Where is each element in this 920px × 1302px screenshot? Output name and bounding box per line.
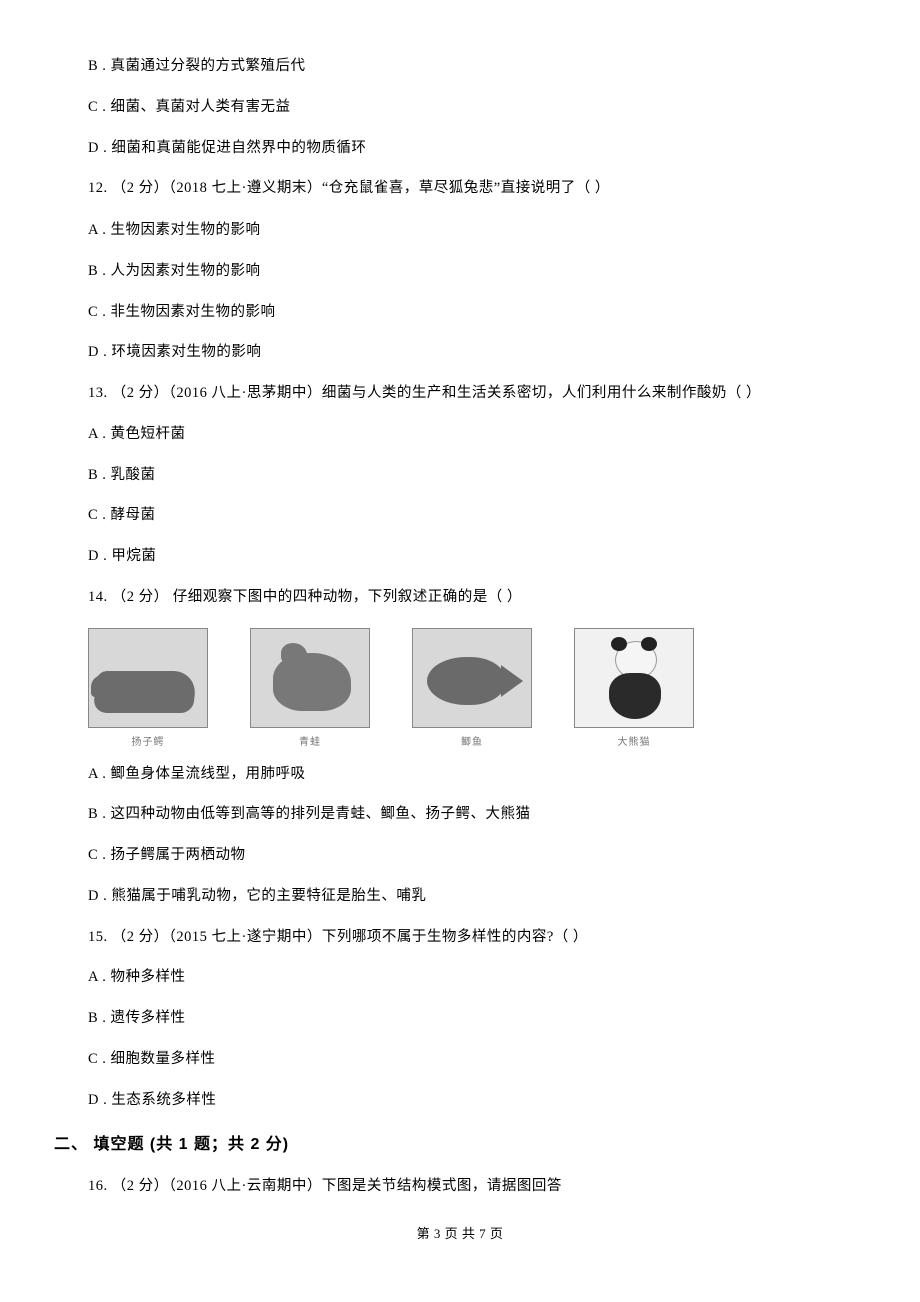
q13-opt-c: C . 酵母菌 xyxy=(88,505,832,527)
page-footer: 第 3 页 共 7 页 xyxy=(0,1223,920,1242)
q12-opt-c: C . 非生物因素对生物的影响 xyxy=(88,302,832,324)
crocodile-image xyxy=(88,628,208,728)
q14-img-panda: 大熊猫 xyxy=(574,628,694,748)
q15-stem: 15. （2 分）（2015 七上·遂宁期中）下列哪项不属于生物多样性的内容?（… xyxy=(88,927,832,949)
q14-img-label-2: 鲫鱼 xyxy=(461,733,483,748)
q14-img-label-3: 大熊猫 xyxy=(618,733,651,748)
q15-opt-b: B . 遗传多样性 xyxy=(88,1008,832,1030)
q14-img-croc: 扬子鳄 xyxy=(88,628,208,748)
q11-opt-d: D . 细菌和真菌能促进自然界中的物质循环 xyxy=(88,138,832,160)
q13-opt-a: A . 黄色短杆菌 xyxy=(88,424,832,446)
q13-stem: 13. （2 分）（2016 八上·思茅期中）细菌与人类的生产和生活关系密切，人… xyxy=(88,383,832,405)
q12-stem: 12. （2 分）（2018 七上·遵义期末）“仓充鼠雀喜，草尽狐兔悲”直接说明… xyxy=(88,178,832,200)
q15-opt-d: D . 生态系统多样性 xyxy=(88,1090,832,1112)
q16-stem: 16. （2 分）（2016 八上·云南期中）下图是关节结构模式图，请据图回答 xyxy=(88,1176,832,1198)
q14-img-label-1: 青蛙 xyxy=(299,733,321,748)
q12-opt-b: B . 人为因素对生物的影响 xyxy=(88,261,832,283)
frog-image xyxy=(250,628,370,728)
q14-opt-a: A . 鲫鱼身体呈流线型，用肺呼吸 xyxy=(88,764,832,786)
q13-opt-b: B . 乳酸菌 xyxy=(88,465,832,487)
q11-opt-c: C . 细菌、真菌对人类有害无益 xyxy=(88,97,832,119)
q14-image-row: 扬子鳄 青蛙 鲫鱼 大熊猫 xyxy=(88,628,832,748)
q14-img-fish: 鲫鱼 xyxy=(412,628,532,748)
q14-opt-c: C . 扬子鳄属于两栖动物 xyxy=(88,845,832,867)
q15-opt-a: A . 物种多样性 xyxy=(88,967,832,989)
section-2-heading: 二、 填空题 (共 1 题；共 2 分) xyxy=(54,1130,832,1154)
q12-opt-a: A . 生物因素对生物的影响 xyxy=(88,220,832,242)
q12-opt-d: D . 环境因素对生物的影响 xyxy=(88,342,832,364)
q11-opt-b: B . 真菌通过分裂的方式繁殖后代 xyxy=(88,56,832,78)
q14-img-frog: 青蛙 xyxy=(250,628,370,748)
q14-img-label-0: 扬子鳄 xyxy=(132,733,165,748)
q14-opt-b: B . 这四种动物由低等到高等的排列是青蛙、鲫鱼、扬子鳄、大熊猫 xyxy=(88,804,832,826)
panda-image xyxy=(574,628,694,728)
fish-image xyxy=(412,628,532,728)
q15-opt-c: C . 细胞数量多样性 xyxy=(88,1049,832,1071)
q14-opt-d: D . 熊猫属于哺乳动物，它的主要特征是胎生、哺乳 xyxy=(88,886,832,908)
q13-opt-d: D . 甲烷菌 xyxy=(88,546,832,568)
q14-stem: 14. （2 分） 仔细观察下图中的四种动物，下列叙述正确的是（ ） xyxy=(88,587,832,609)
